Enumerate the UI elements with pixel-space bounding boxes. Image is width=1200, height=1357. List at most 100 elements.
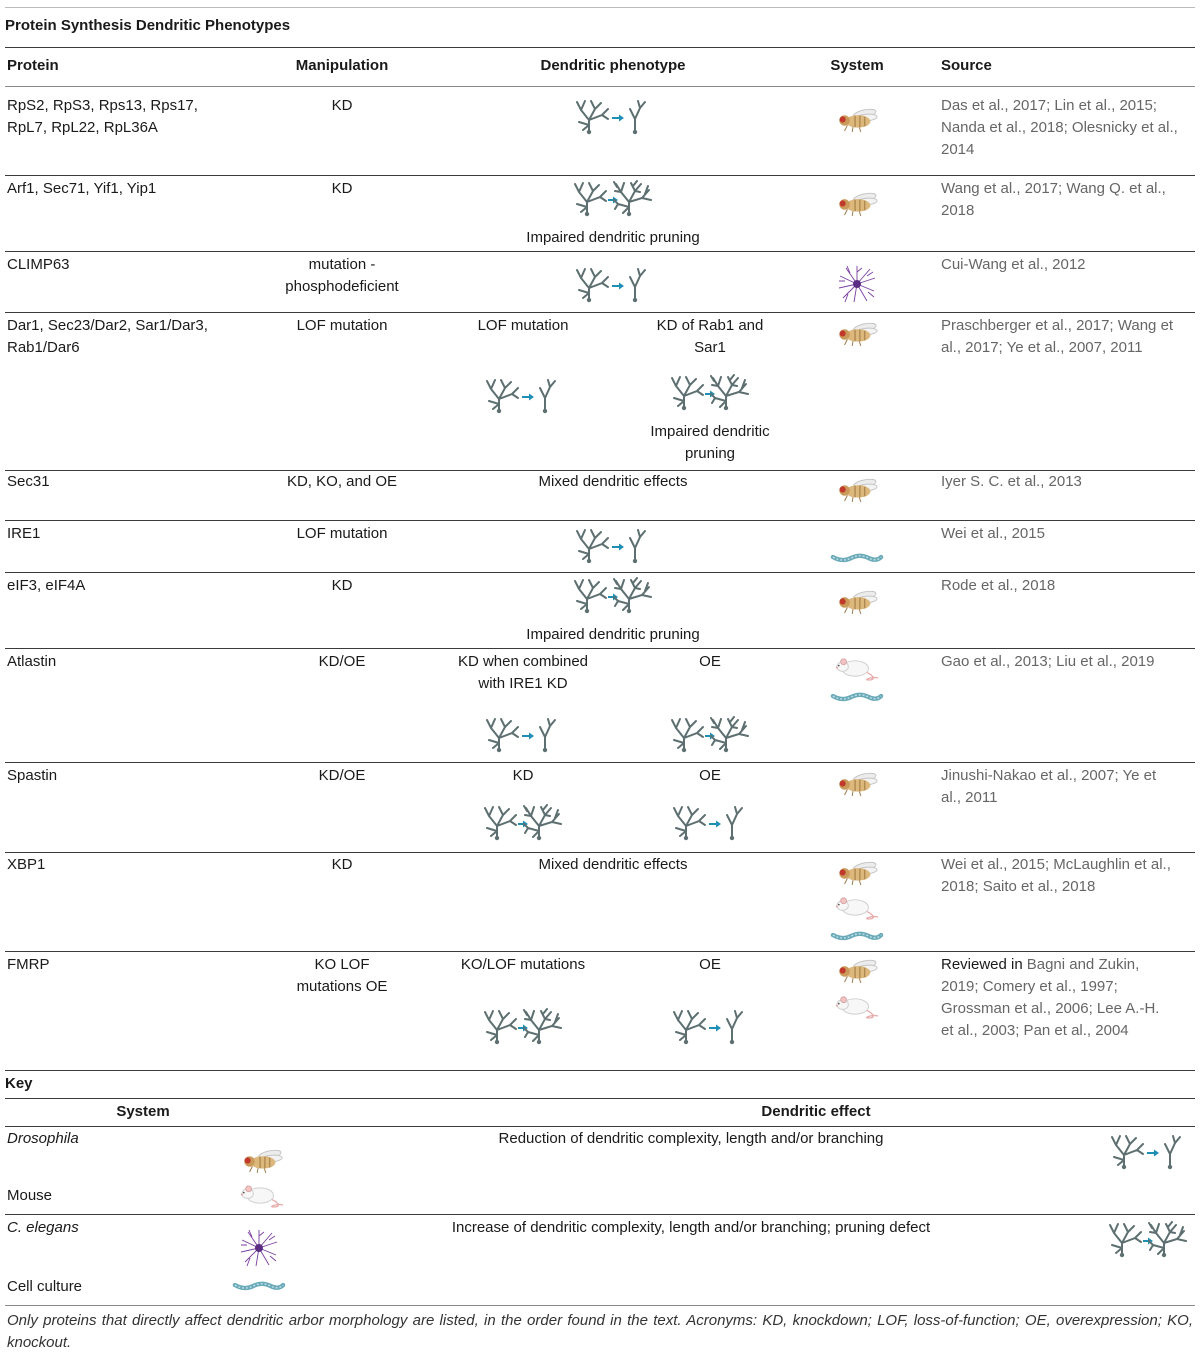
protein: XBP1 — [7, 856, 46, 873]
source: Wei et al., 2015; McLaughlin et al., 201… — [941, 856, 1171, 895]
manipulation: KD — [331, 97, 353, 114]
increase-glyph — [575, 181, 651, 216]
rule — [5, 470, 1195, 471]
rule — [5, 1126, 1195, 1127]
reduce-icon — [672, 1008, 748, 1046]
increase-glyph — [1110, 1222, 1186, 1257]
reduce-glyph — [577, 101, 645, 134]
fly-glyph — [243, 1147, 284, 1174]
key-title: Key — [5, 1075, 33, 1092]
phenotype-note: Impaired dendritic pruning — [650, 423, 770, 462]
source: Wang et al., 2017; Wang Q. et al., 2018 — [941, 180, 1166, 219]
protein: Dar1, Sec23/Dar2, Sar1/Dar3, Rab1/Dar6 — [7, 317, 208, 356]
worm-glyph — [833, 695, 881, 699]
cell-glyph — [240, 1229, 278, 1267]
reduce-glyph — [487, 719, 555, 752]
increase-icon — [573, 577, 653, 615]
key-system: Cell culture — [7, 1278, 83, 1295]
rule — [5, 312, 1195, 313]
mouse-glyph — [835, 896, 879, 920]
manipulation: KD — [331, 577, 353, 594]
header: Manipulation — [295, 57, 389, 74]
rule — [5, 7, 1195, 8]
manipulation: mutation - phosphodeficient — [285, 256, 399, 295]
cell-icon — [838, 265, 876, 303]
fly-icon — [838, 106, 879, 133]
source: Wei et al., 2015 — [941, 525, 1045, 542]
reduce-icon — [485, 377, 561, 415]
rule — [5, 572, 1195, 573]
increase-glyph — [485, 805, 561, 840]
key-effect: Reduction of dendritic complexity, lengt… — [498, 1130, 884, 1147]
source: Cui-Wang et al., 2012 — [941, 256, 1086, 273]
phenotype-left: KD when combined with IRE1 KD — [457, 653, 589, 692]
fly-glyph — [838, 320, 879, 347]
mouse-glyph — [835, 995, 879, 1019]
worm-glyph — [833, 556, 881, 560]
worm-glyph — [833, 934, 881, 938]
reduce-glyph — [674, 1011, 742, 1044]
protein: Arf1, Sec71, Yif1, Yip1 — [7, 180, 157, 197]
manipulation: KO LOF mutations OE — [296, 956, 388, 995]
reduce-icon — [1110, 1133, 1186, 1171]
manipulation: LOF mutation — [296, 525, 388, 542]
rule — [5, 1305, 1195, 1306]
mouse-glyph — [240, 1184, 284, 1208]
increase-glyph — [672, 375, 748, 410]
source: Iyer S. C. et al., 2013 — [941, 473, 1082, 490]
worm-glyph — [235, 1284, 283, 1288]
header: Source — [941, 57, 992, 74]
mouse-icon — [835, 896, 879, 920]
source: Praschberger et al., 2017; Wang et al., … — [941, 317, 1174, 356]
phenotype-right: KD of Rab1 and Sar1 — [656, 317, 764, 356]
increase-glyph — [575, 578, 651, 613]
phenotype-note: Mixed dendritic effects — [538, 856, 688, 873]
mouse-icon — [835, 657, 879, 681]
protein: eIF3, eIF4A — [7, 577, 86, 594]
rule — [5, 1070, 1195, 1071]
reduce-glyph — [674, 807, 742, 840]
source-text: Bagni and Zukin, 2019; Comery et al., 19… — [941, 956, 1160, 1039]
increase-glyph — [672, 717, 748, 752]
manipulation: KD/OE — [318, 767, 366, 784]
reduce-glyph — [487, 380, 555, 413]
rule — [5, 1098, 1195, 1099]
increase-icon — [483, 1008, 563, 1046]
phenotype-right: OE — [699, 767, 721, 784]
protein: CLIMP63 — [7, 256, 70, 273]
protein: Atlastin — [7, 653, 57, 670]
rule — [5, 47, 1195, 48]
increase-icon — [573, 180, 653, 218]
fly-icon — [838, 190, 879, 217]
fly-glyph — [838, 588, 879, 615]
fly-glyph — [838, 190, 879, 217]
fly-icon — [838, 588, 879, 615]
header: System — [830, 57, 884, 74]
cell-icon — [240, 1229, 278, 1267]
fly-icon — [838, 859, 879, 886]
source: Jinushi-Nakao et al., 2007; Ye et al., 2… — [941, 767, 1157, 806]
protein: FMRP — [7, 956, 50, 973]
worm-icon — [830, 552, 884, 564]
phenotype-right: OE — [699, 653, 721, 670]
increase-glyph — [485, 1009, 561, 1044]
fly-icon — [243, 1147, 284, 1174]
mouse-glyph — [835, 657, 879, 681]
phenotype-left: KO/LOF mutations — [460, 956, 586, 973]
rule — [5, 1214, 1195, 1215]
fly-glyph — [838, 859, 879, 886]
reduce-glyph — [577, 530, 645, 563]
fly-glyph — [838, 957, 879, 984]
rule — [5, 951, 1195, 952]
rule — [5, 520, 1195, 521]
rule — [5, 648, 1195, 649]
protein: Spastin — [7, 767, 58, 784]
phenotype-right: OE — [699, 956, 721, 973]
protein: RpS2, RpS3, Rps13, Rps17, RpL7, RpL22, R… — [7, 97, 198, 136]
protein: Sec31 — [7, 473, 50, 490]
mouse-icon — [240, 1184, 284, 1208]
fly-glyph — [838, 770, 879, 797]
phenotype-note: Impaired dendritic pruning — [526, 229, 700, 246]
worm-icon — [830, 930, 884, 942]
